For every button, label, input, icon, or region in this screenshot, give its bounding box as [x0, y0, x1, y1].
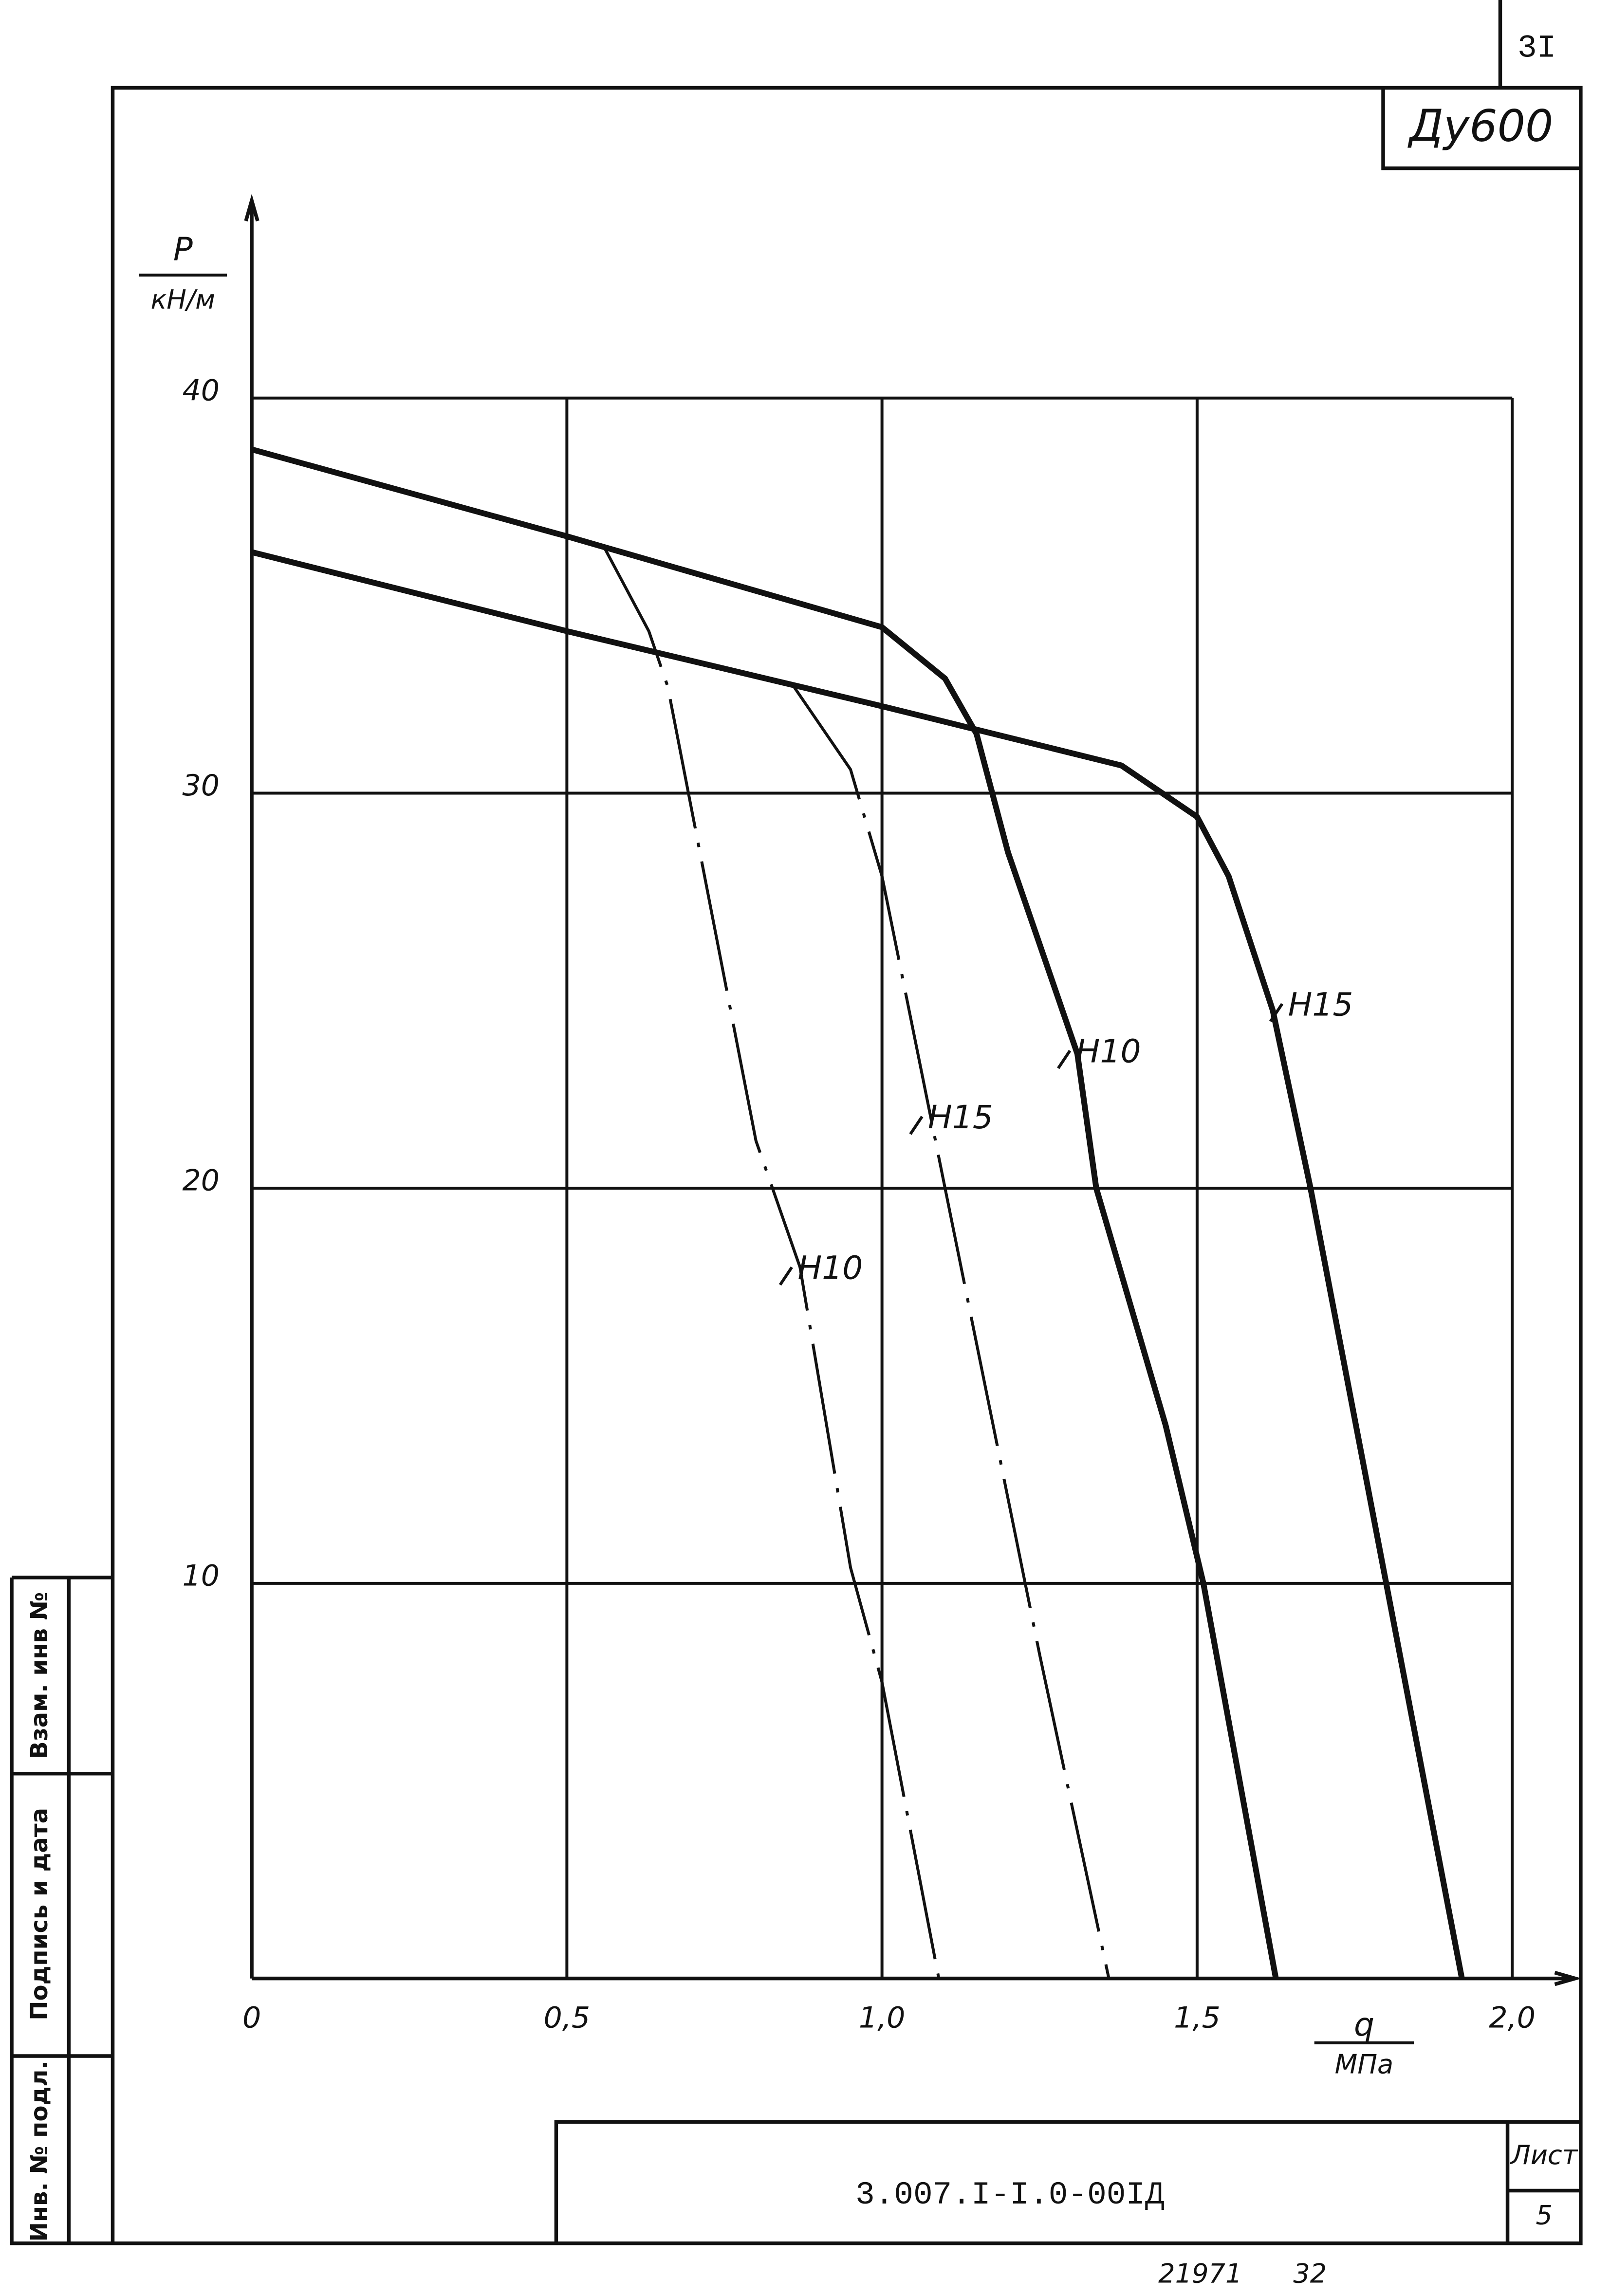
footer-text: 21971 — [1158, 2259, 1242, 2289]
y-axis-label: P — [173, 231, 193, 268]
doc-code: 3.007.I-I.0-00IД — [855, 2177, 1165, 2213]
data-line — [251, 549, 1465, 1979]
x-tick-label: 0 — [242, 2001, 261, 2035]
y-tick-label: 40 — [182, 373, 220, 407]
x-tick-label: 0,5 — [544, 2001, 591, 2035]
label-leader — [1269, 1003, 1284, 1023]
x-axis-unit: МПа — [1335, 2049, 1394, 2080]
title-block — [554, 2120, 1581, 2243]
curve-label: Н10 — [797, 1249, 863, 1287]
list-label: Лист — [1510, 2140, 1578, 2170]
x-tick-label: 1,0 — [859, 2001, 906, 2035]
side-stamp — [10, 1576, 113, 2245]
label-leader — [909, 1116, 924, 1135]
data-line — [603, 547, 941, 1979]
label-leader — [778, 1266, 793, 1286]
list-number: 5 — [1536, 2200, 1552, 2230]
x-axis — [252, 1970, 1582, 1986]
x-axis-label: q — [1354, 2006, 1374, 2043]
y-tick-label: 20 — [182, 1164, 220, 1198]
data-line — [251, 446, 1279, 1979]
footer-text: 32 — [1293, 2259, 1327, 2289]
size-box — [1381, 88, 1581, 170]
stamp-text: Инв. № подл. — [26, 2060, 53, 2241]
stamp-text: Взам. инв № — [26, 1592, 53, 1759]
stamp-text: Подпись и дата — [26, 1808, 53, 2020]
curve-label: Н10 — [1076, 1033, 1141, 1070]
y-axis — [244, 194, 259, 1979]
x-tick-label: 2,0 — [1489, 2001, 1536, 2035]
data-line — [792, 685, 1110, 1979]
y-axis-unit: кН/м — [151, 284, 215, 315]
size-label: Ду600 — [1407, 100, 1553, 151]
frame — [111, 86, 1583, 2245]
x-tick-label: 1,5 — [1174, 2001, 1221, 2035]
label-leader — [1057, 1049, 1072, 1069]
y-tick-label: 10 — [182, 1559, 220, 1593]
curve-label: Н15 — [1288, 986, 1353, 1023]
y-tick-label: 30 — [182, 769, 220, 803]
curve-label: Н15 — [928, 1099, 993, 1136]
sheet-number: 3I — [1517, 30, 1556, 67]
